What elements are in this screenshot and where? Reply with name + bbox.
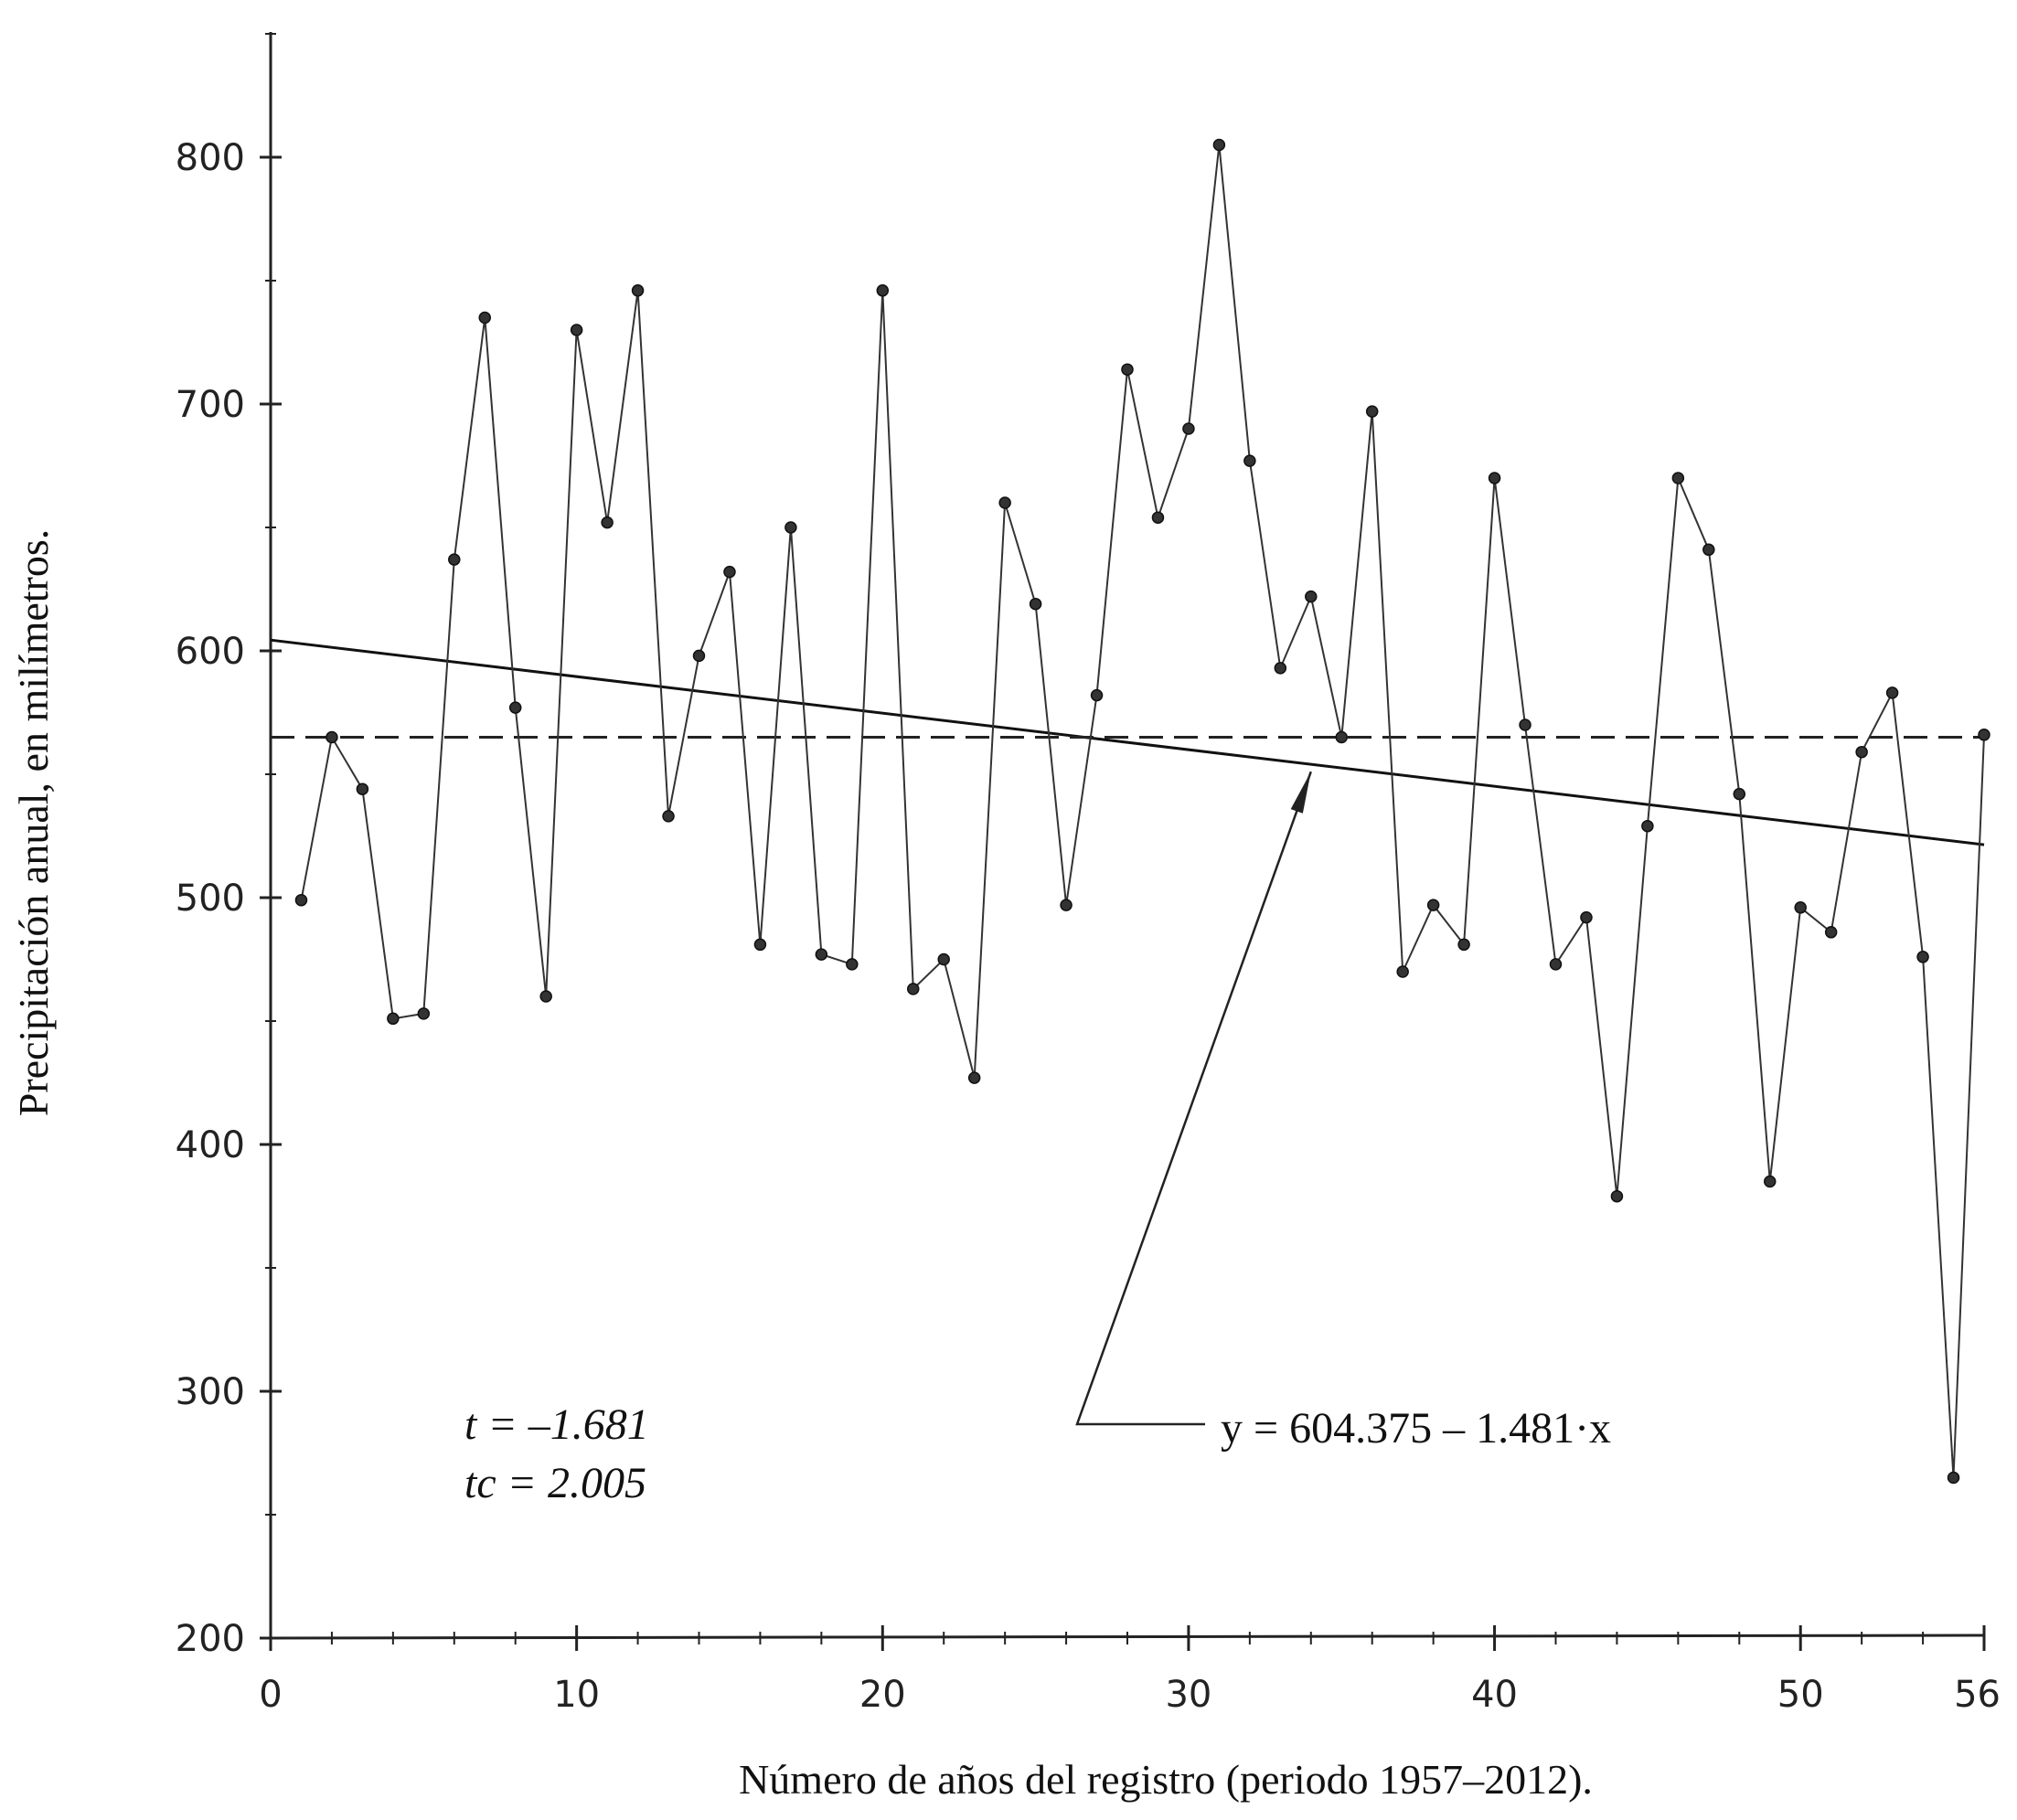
data-point	[1426, 899, 1440, 911]
data-point	[1764, 1175, 1777, 1188]
data-point	[967, 1071, 981, 1084]
x-tick-label: 20	[859, 1674, 906, 1716]
equation-pointer-arrowhead	[1290, 772, 1311, 814]
series-layer	[294, 138, 1990, 1485]
data-point	[478, 311, 491, 325]
y-tick-label: 300	[176, 1371, 245, 1413]
x-tick-label: 0	[259, 1674, 282, 1716]
data-point	[1733, 787, 1746, 801]
data-point	[1029, 597, 1042, 611]
equation-pointer-line	[1075, 771, 1312, 1426]
data-point	[1060, 899, 1073, 911]
data-point	[1549, 958, 1563, 971]
y-tick-label: 800	[176, 137, 245, 179]
data-point	[1090, 688, 1104, 702]
data-point	[1488, 472, 1501, 484]
axes: 200 300 400 500 600 700 800 0 10 20 30 40 50 56	[176, 32, 2001, 1716]
y-tick-label: 700	[176, 384, 245, 426]
data-point	[387, 1012, 400, 1026]
data-point	[1885, 686, 1899, 699]
data-point	[1212, 138, 1226, 152]
data-point	[539, 990, 552, 1003]
data-point	[937, 953, 950, 966]
data-point	[1916, 951, 1929, 963]
x-axis-title: Número de años del registro (periodo 195…	[739, 1756, 1593, 1803]
data-point	[508, 701, 522, 714]
data-point	[1824, 926, 1838, 939]
y-tick-label: 200	[176, 1618, 245, 1660]
data-point	[1702, 543, 1715, 557]
x-tick-label: 40	[1471, 1674, 1518, 1716]
data-point	[1121, 363, 1134, 376]
data-point	[1519, 718, 1531, 731]
data-point	[325, 730, 338, 744]
y-tick-label: 400	[176, 1124, 245, 1166]
data-point	[1978, 729, 1990, 741]
data-point	[570, 324, 583, 336]
data-point	[1855, 745, 1868, 759]
data-point	[1243, 454, 1256, 467]
data-point	[1335, 730, 1348, 744]
t-statistic-annotation: t = –1.681	[464, 1400, 649, 1449]
data-point	[876, 284, 890, 297]
x-tick-label: 50	[1777, 1674, 1824, 1716]
reference-lines	[270, 638, 1985, 846]
data-point	[1274, 662, 1287, 675]
data-point	[1641, 819, 1654, 833]
data-point	[448, 553, 461, 566]
data-point	[815, 948, 828, 961]
x-tick-label: 56	[1954, 1674, 2001, 1716]
data-point	[692, 649, 706, 663]
x-tick-label: 10	[553, 1674, 600, 1716]
data-point	[846, 958, 859, 971]
data-point	[1671, 472, 1685, 484]
data-point	[907, 983, 920, 995]
regression-trend-line	[270, 638, 1985, 846]
data-point	[1396, 965, 1409, 978]
y-tick-label: 500	[176, 878, 245, 920]
data-point	[1580, 910, 1593, 924]
regression-equation-annotation: y = 604.375 – 1.481·x	[1221, 1404, 1611, 1453]
y-axis-title: Precipitación anual, en milímetros.	[10, 529, 57, 1117]
annotation-layer: t = –1.681 tc = 2.005 y = 604.375 – 1.48…	[464, 771, 1611, 1507]
data-point	[1794, 901, 1807, 914]
data-point	[998, 496, 1011, 509]
data-point	[784, 521, 797, 534]
data-point	[601, 516, 614, 529]
data-point	[1610, 1189, 1624, 1203]
data-point	[1151, 511, 1165, 524]
data-point	[631, 284, 645, 297]
data-point	[753, 938, 767, 952]
precipitation-series-line	[300, 144, 1985, 1478]
data-point	[1457, 938, 1470, 952]
data-point	[294, 893, 308, 907]
data-point	[1305, 590, 1318, 603]
data-point	[417, 1007, 431, 1020]
data-point	[723, 565, 736, 579]
data-point	[662, 810, 675, 823]
data-point	[1947, 1471, 1960, 1485]
tc-statistic-annotation: tc = 2.005	[464, 1459, 646, 1507]
data-point	[1365, 405, 1379, 418]
data-point	[1182, 422, 1195, 435]
x-tick-label: 30	[1165, 1674, 1211, 1716]
data-point	[356, 782, 369, 795]
y-tick-label: 600	[176, 631, 245, 673]
